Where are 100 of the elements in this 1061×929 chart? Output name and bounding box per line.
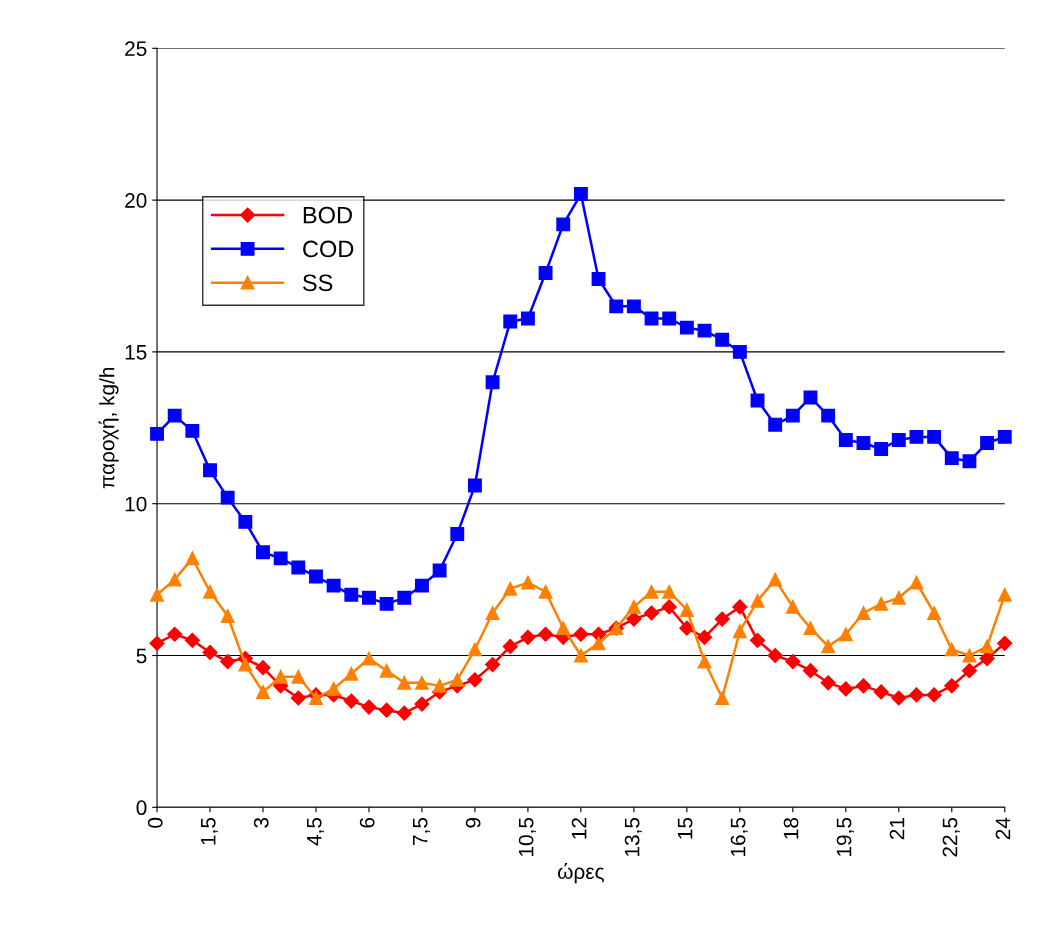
point bbox=[980, 436, 995, 450]
point bbox=[150, 426, 164, 441]
point bbox=[732, 344, 747, 359]
x-tick-label: 10,5 bbox=[518, 817, 536, 856]
point bbox=[167, 572, 182, 587]
y-tick-label: 5 bbox=[136, 648, 147, 664]
x-tick-label: 19,5 bbox=[836, 817, 854, 856]
point bbox=[415, 578, 429, 593]
point bbox=[961, 663, 978, 679]
point bbox=[238, 657, 253, 672]
point bbox=[414, 696, 430, 712]
point bbox=[255, 660, 271, 676]
point bbox=[927, 429, 942, 444]
point bbox=[167, 408, 182, 423]
point bbox=[326, 578, 341, 593]
point bbox=[715, 332, 730, 347]
point bbox=[962, 454, 977, 469]
point bbox=[927, 606, 942, 620]
point bbox=[467, 478, 482, 493]
point bbox=[785, 599, 800, 614]
legend-label: BOD bbox=[303, 206, 352, 224]
point bbox=[980, 639, 995, 654]
point bbox=[485, 657, 501, 673]
point bbox=[309, 569, 323, 584]
point bbox=[820, 675, 836, 691]
point bbox=[908, 687, 925, 703]
point bbox=[397, 675, 412, 690]
point bbox=[344, 587, 359, 602]
point bbox=[626, 611, 642, 627]
point bbox=[944, 678, 960, 694]
point bbox=[891, 433, 906, 447]
legend-label: SS bbox=[302, 274, 333, 292]
point bbox=[150, 587, 164, 602]
point bbox=[856, 606, 871, 620]
point bbox=[415, 675, 429, 690]
y-tick-label: 20 bbox=[125, 193, 147, 208]
x-tick-label: 1,5 bbox=[201, 817, 219, 845]
point bbox=[838, 681, 854, 697]
point bbox=[362, 651, 376, 666]
point bbox=[855, 678, 872, 694]
point bbox=[714, 611, 730, 627]
point bbox=[785, 654, 801, 670]
y-axis-title: παροχή, kg/h bbox=[98, 367, 119, 489]
x-tick-label: 24 bbox=[995, 817, 1011, 840]
x-tick-label: 22,5 bbox=[942, 817, 960, 857]
point bbox=[679, 603, 694, 617]
point bbox=[220, 654, 236, 670]
x-tick-label: 15 bbox=[677, 817, 693, 839]
x-tick-label: 16,5 bbox=[730, 817, 748, 856]
point bbox=[749, 632, 766, 648]
point bbox=[944, 642, 959, 657]
point bbox=[909, 429, 924, 444]
point bbox=[291, 669, 306, 684]
point bbox=[821, 408, 836, 423]
point bbox=[891, 590, 906, 605]
point bbox=[732, 599, 748, 615]
point bbox=[891, 690, 907, 706]
point bbox=[185, 423, 200, 438]
point bbox=[697, 654, 712, 669]
x-tick-label: 7,5 bbox=[413, 817, 430, 845]
point bbox=[803, 621, 818, 636]
point bbox=[485, 606, 500, 620]
point bbox=[997, 587, 1012, 602]
point bbox=[662, 584, 677, 599]
point bbox=[538, 266, 553, 280]
point bbox=[556, 621, 571, 636]
point bbox=[838, 627, 853, 642]
point bbox=[432, 563, 447, 578]
point bbox=[502, 638, 518, 654]
x-tick-label: 9 bbox=[465, 818, 481, 828]
point bbox=[379, 702, 395, 718]
point bbox=[573, 626, 589, 642]
point bbox=[202, 644, 218, 661]
point bbox=[874, 596, 889, 611]
point bbox=[520, 575, 535, 590]
x-tick-label: 13,5 bbox=[624, 817, 642, 856]
point bbox=[220, 609, 235, 623]
point bbox=[609, 299, 624, 314]
point bbox=[802, 663, 819, 679]
point bbox=[184, 632, 200, 648]
y-tick-label: 10 bbox=[125, 496, 147, 512]
point bbox=[343, 693, 359, 709]
point bbox=[238, 514, 253, 529]
point bbox=[396, 705, 412, 721]
point bbox=[767, 647, 783, 664]
point bbox=[679, 320, 694, 335]
point bbox=[379, 663, 394, 678]
x-tick-label: 21 bbox=[889, 818, 905, 840]
point bbox=[573, 187, 588, 201]
legend-label: COD bbox=[303, 240, 354, 258]
point bbox=[309, 691, 323, 705]
x-tick-label: 0 bbox=[147, 817, 163, 828]
x-tick-label: 12 bbox=[571, 818, 587, 839]
y-tick-label: 25 bbox=[125, 41, 147, 57]
point bbox=[962, 648, 977, 663]
point bbox=[291, 560, 306, 575]
point bbox=[573, 648, 588, 663]
point bbox=[362, 590, 376, 605]
point bbox=[432, 678, 447, 693]
point bbox=[643, 605, 660, 621]
